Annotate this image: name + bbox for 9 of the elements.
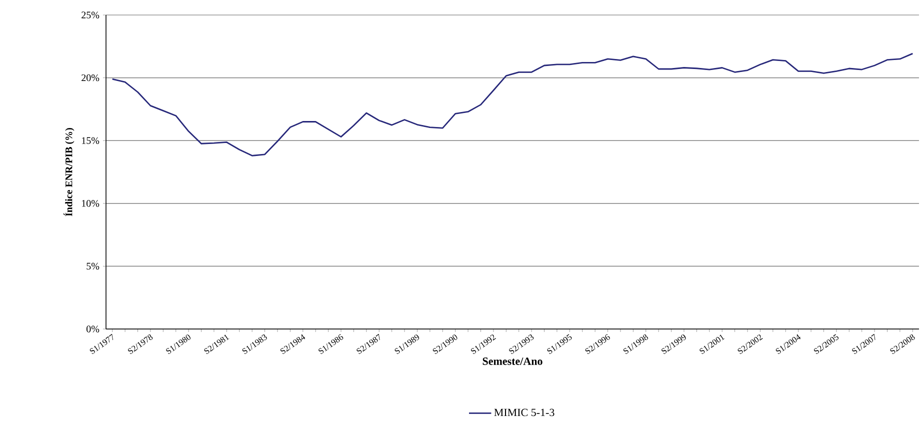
y-tick-label: 10%: [82, 200, 100, 207]
y-tick-label: 5%: [86, 262, 100, 270]
y-axis-title: Índice ENR/PIB (%): [64, 128, 74, 216]
y-tick-label: 20%: [82, 74, 100, 82]
y-tick-label: 15%: [82, 137, 100, 144]
legend-label: MIMIC 5-1-3: [494, 408, 554, 416]
y-tick-label: 25%: [82, 12, 100, 18]
x-axis-title: Semeste/Ano: [482, 358, 542, 365]
y-tick-label: 0%: [86, 326, 100, 332]
